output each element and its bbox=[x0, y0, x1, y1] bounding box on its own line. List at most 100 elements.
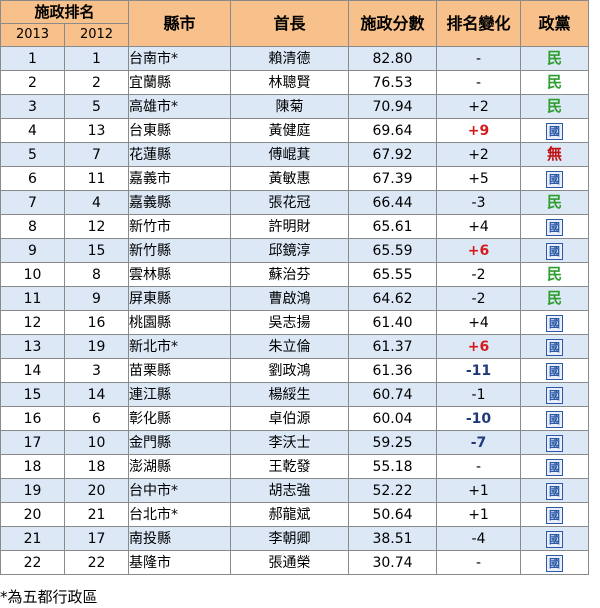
change-cell: +6 bbox=[436, 238, 522, 263]
change-cell: - bbox=[436, 550, 522, 575]
table-row: 1 1 台南市* 賴清德 82.80- 民 bbox=[0, 46, 590, 71]
party-badge: 國 bbox=[546, 434, 564, 452]
rank-2013-cell: 3 bbox=[0, 94, 65, 119]
score-cell: 38.51 bbox=[348, 526, 438, 551]
mayor-cell: 王乾發 bbox=[230, 454, 350, 479]
party-cell: 民 bbox=[520, 190, 590, 215]
county-cell: 新竹市 bbox=[128, 214, 232, 239]
party-cell: 國 bbox=[520, 334, 590, 359]
score-cell: 70.94 bbox=[348, 94, 438, 119]
change-value: - bbox=[475, 74, 482, 91]
party-badge: 國 bbox=[546, 386, 564, 404]
score-cell: 65.61 bbox=[348, 214, 438, 239]
party-header: 政黨 bbox=[520, 0, 590, 47]
rank-2012-cell: 11 bbox=[63, 166, 130, 191]
change-value: -10 bbox=[465, 410, 492, 427]
table-row: 8 12 新竹市 許明財 65.61 +4 國 bbox=[0, 214, 590, 239]
party-cell: 國 bbox=[520, 406, 590, 431]
rank-2012-cell: 4 bbox=[63, 190, 130, 215]
change-cell: -3 bbox=[436, 190, 522, 215]
change-cell: +9 bbox=[436, 118, 522, 143]
rank-2013-cell: 21 bbox=[0, 526, 65, 551]
change-cell: +4 bbox=[436, 214, 522, 239]
change-value: -2 bbox=[471, 290, 486, 307]
table-row: 12 16 桃園縣 吳志揚 61.40 +4 國 bbox=[0, 310, 590, 335]
rank-2012-cell: 16 bbox=[63, 310, 130, 335]
rank-2012-cell: 12 bbox=[63, 214, 130, 239]
party-cell: 國 bbox=[520, 238, 590, 263]
score-cell: 69.64 bbox=[348, 118, 438, 143]
county-cell: 金門縣 bbox=[128, 430, 232, 455]
rank-2013-cell: 15 bbox=[0, 382, 65, 407]
table-row: 4 13 台東縣 黃健庭 69.64 +9 國 bbox=[0, 118, 590, 143]
party-badge: 國 bbox=[546, 242, 564, 260]
table-row: 6 11 嘉義市 黃敏惠 67.39 +5 國 bbox=[0, 166, 590, 191]
change-cell: - bbox=[436, 454, 522, 479]
party-cell: 國 bbox=[520, 310, 590, 335]
party-badge: 民 bbox=[547, 97, 563, 115]
table-row: 14 3 苗栗縣 劉政鴻 61.36 -11 國 bbox=[0, 358, 590, 383]
rank-2013-cell: 14 bbox=[0, 358, 65, 383]
party-badge: 國 bbox=[546, 218, 564, 236]
rank-2013-cell: 4 bbox=[0, 118, 65, 143]
party-cell: 民 bbox=[520, 286, 590, 311]
change-value: -11 bbox=[465, 362, 492, 379]
change-value: +2 bbox=[468, 98, 489, 115]
score-cell: 67.92 bbox=[348, 142, 438, 167]
rank-header: 施政排名 bbox=[0, 0, 130, 24]
mayor-cell: 胡志強 bbox=[230, 478, 350, 503]
county-cell: 雲林縣 bbox=[128, 262, 232, 287]
mayor-cell: 林聰賢 bbox=[230, 70, 350, 95]
score-cell: 61.36 bbox=[348, 358, 438, 383]
party-badge: 國 bbox=[546, 458, 564, 476]
county-cell: 連江縣 bbox=[128, 382, 232, 407]
rank-2013-cell: 20 bbox=[0, 502, 65, 527]
rank-2013-cell: 8 bbox=[0, 214, 65, 239]
table-row: 22 22 基隆市 張通榮 30.74- 國 bbox=[0, 550, 590, 575]
party-badge: 民 bbox=[547, 49, 563, 67]
change-value: -1 bbox=[471, 386, 486, 403]
party-cell: 國 bbox=[520, 526, 590, 551]
table-row: 16 6 彰化縣 卓伯源 60.04 -10 國 bbox=[0, 406, 590, 431]
party-cell: 民 bbox=[520, 46, 590, 71]
change-header: 排名變化 bbox=[436, 0, 522, 47]
rank-2012-cell: 20 bbox=[63, 478, 130, 503]
score-header: 施政分數 bbox=[348, 0, 438, 47]
party-badge: 國 bbox=[546, 122, 564, 140]
county-cell: 澎湖縣 bbox=[128, 454, 232, 479]
change-value: +5 bbox=[468, 170, 489, 187]
rank-2012-cell: 17 bbox=[63, 526, 130, 551]
score-cell: 30.74 bbox=[348, 550, 438, 575]
footnote: *為五都行政區 bbox=[0, 588, 98, 606]
change-value: -4 bbox=[471, 530, 486, 547]
change-value: -7 bbox=[470, 434, 487, 451]
county-cell: 台東縣 bbox=[128, 118, 232, 143]
mayor-cell: 劉政鴻 bbox=[230, 358, 350, 383]
change-value: - bbox=[475, 458, 482, 475]
county-cell: 台中市* bbox=[128, 478, 232, 503]
score-cell: 52.22 bbox=[348, 478, 438, 503]
change-value: - bbox=[475, 50, 482, 67]
rank-2012-cell: 19 bbox=[63, 334, 130, 359]
party-badge: 國 bbox=[546, 482, 564, 500]
mayor-cell: 賴清德 bbox=[230, 46, 350, 71]
rank-2013-cell: 11 bbox=[0, 286, 65, 311]
rank-2013-cell: 9 bbox=[0, 238, 65, 263]
mayor-cell: 許明財 bbox=[230, 214, 350, 239]
mayor-cell: 李朝卿 bbox=[230, 526, 350, 551]
change-cell: +5 bbox=[436, 166, 522, 191]
change-cell: +6 bbox=[436, 334, 522, 359]
party-cell: 民 bbox=[520, 262, 590, 287]
change-value: -2 bbox=[471, 266, 486, 283]
change-cell: -4 bbox=[436, 526, 522, 551]
party-badge: 國 bbox=[546, 338, 564, 356]
party-cell: 國 bbox=[520, 502, 590, 527]
county-header: 縣市 bbox=[128, 0, 232, 47]
county-cell: 花蓮縣 bbox=[128, 142, 232, 167]
county-cell: 嘉義市 bbox=[128, 166, 232, 191]
party-cell: 民 bbox=[520, 70, 590, 95]
change-value: +4 bbox=[468, 314, 489, 331]
mayor-cell: 郝龍斌 bbox=[230, 502, 350, 527]
table-row: 7 4 嘉義縣 張花冠 66.44 -3 民 bbox=[0, 190, 590, 215]
table-row: 20 21 台北市* 郝龍斌 50.64 +1 國 bbox=[0, 502, 590, 527]
